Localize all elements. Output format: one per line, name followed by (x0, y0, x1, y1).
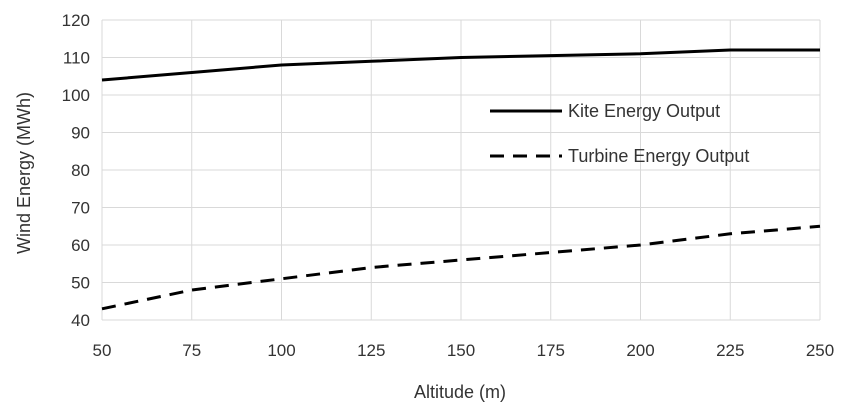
y-axis-label: Wind Energy (MWh) (14, 92, 34, 254)
y-tick-label: 120 (62, 11, 90, 30)
series-line-turbine (101, 224, 821, 311)
series-layer (101, 48, 821, 311)
y-tick-label: 60 (71, 236, 90, 255)
y-tick-label: 110 (63, 49, 90, 68)
x-tick-label: 125 (357, 341, 385, 360)
x-tick-label: 75 (182, 341, 201, 360)
x-tick-label: 200 (626, 341, 654, 360)
y-tick-label: 90 (71, 124, 90, 143)
x-tick-label: 225 (716, 341, 744, 360)
series-line-kite (101, 48, 820, 82)
y-tick-label: 80 (71, 161, 90, 180)
y-tick-label: 50 (71, 274, 90, 293)
x-tick-label: 100 (267, 341, 295, 360)
x-axis-label: Altitude (m) (414, 382, 506, 402)
legend-label: Kite Energy Output (568, 101, 720, 121)
x-tick-label: 175 (537, 341, 565, 360)
grid-layer (101, 19, 821, 321)
x-tick-label: 50 (93, 341, 112, 360)
x-tick-label: 150 (447, 341, 475, 360)
y-tick-label: 70 (71, 199, 90, 218)
x-tick-label: 250 (806, 341, 834, 360)
y-tick-label: 40 (71, 311, 90, 330)
y-tick-label: 100 (62, 86, 90, 105)
legend-label: Turbine Energy Output (568, 146, 749, 166)
legend: Kite Energy Output Turbine Energy Output (490, 101, 749, 166)
